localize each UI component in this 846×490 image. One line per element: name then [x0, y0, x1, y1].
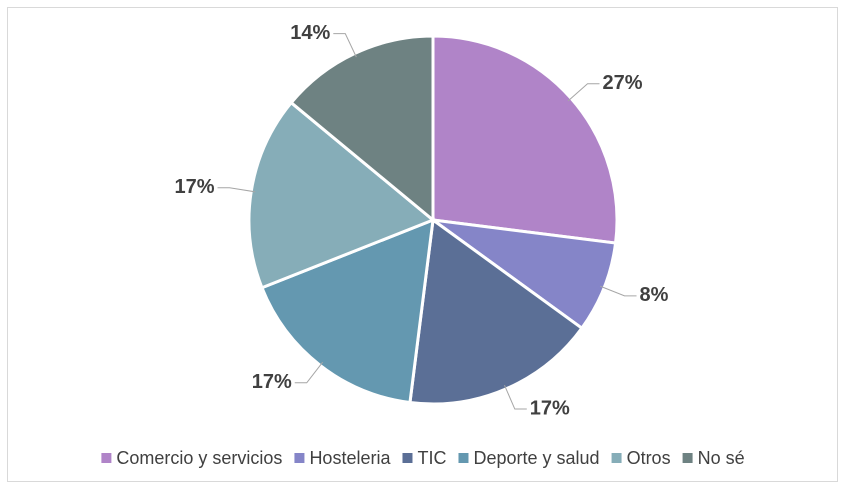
leader-line — [217, 187, 256, 193]
legend-swatch — [294, 453, 305, 463]
legend-swatch — [611, 453, 622, 463]
legend-swatch — [682, 453, 693, 463]
leader-line — [600, 285, 637, 297]
data-label: 27% — [603, 72, 643, 94]
leader-line — [294, 361, 324, 384]
legend-swatch — [101, 453, 112, 463]
data-label: 17% — [252, 371, 292, 393]
legend-label: Comercio y servicios — [116, 448, 282, 468]
legend-label: Deporte y salud — [473, 448, 599, 468]
legend-label: Hosteleria — [309, 448, 391, 468]
data-label: 17% — [530, 397, 570, 419]
legend-swatch — [458, 453, 469, 463]
leader-line — [567, 83, 600, 102]
data-label: 17% — [175, 176, 215, 198]
legend-label: No sé — [698, 448, 745, 468]
legend-label: Otros — [627, 448, 671, 468]
legend-swatch — [402, 453, 413, 463]
leader-line — [333, 33, 357, 58]
leader-line — [504, 384, 527, 410]
data-label: 8% — [640, 284, 669, 306]
legend-label: TIC — [417, 448, 446, 468]
data-label: 14% — [290, 22, 330, 44]
